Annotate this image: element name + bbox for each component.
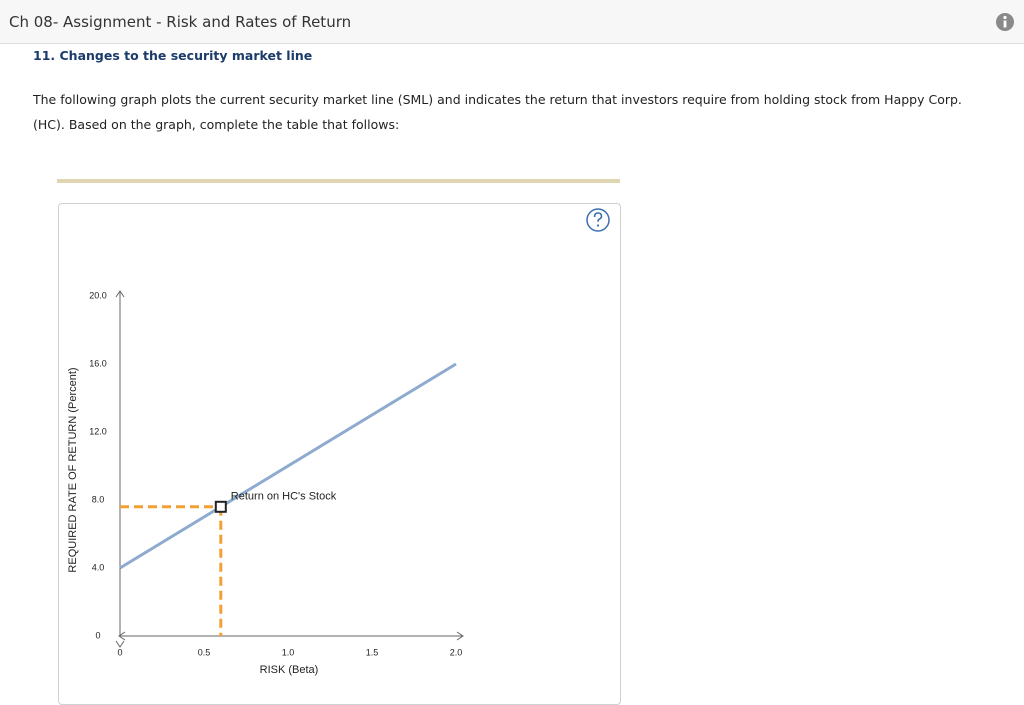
hc-point (214, 500, 227, 513)
question-title: 11. Changes to the security market line (33, 48, 313, 63)
axes (115, 290, 464, 648)
x-tick-label: 0.5 (198, 647, 211, 657)
x-tick-label: 1.5 (366, 647, 379, 657)
x-axis-title: RISK (Beta) (260, 664, 319, 676)
help-icon[interactable] (586, 208, 610, 232)
x-tick-label: 2.0 (450, 647, 463, 657)
x-tick-label: 0 (117, 647, 122, 657)
header: Ch 08- Assignment - Risk and Rates of Re… (0, 0, 1024, 44)
point-label: Return on HC's Stock (231, 491, 337, 503)
y-tick-label: 8.0 (92, 494, 105, 504)
info-icon[interactable] (996, 13, 1014, 31)
y-tick-label: 4.0 (92, 562, 105, 572)
y-tick-label: 12.0 (89, 426, 107, 436)
y-axis-title: REQUIRED RATE OF RETURN (Percent) (67, 367, 79, 572)
sml-line (119, 362, 457, 570)
divider (57, 179, 620, 183)
y-tick-label: 20.0 (89, 290, 107, 300)
y-tick-label: 0 (95, 630, 100, 640)
question-text: The following graph plots the current se… (33, 92, 962, 132)
y-tick-label: 16.0 (89, 358, 107, 368)
header-title: Ch 08- Assignment - Risk and Rates of Re… (9, 13, 352, 31)
x-tick-label: 1.0 (282, 647, 295, 657)
